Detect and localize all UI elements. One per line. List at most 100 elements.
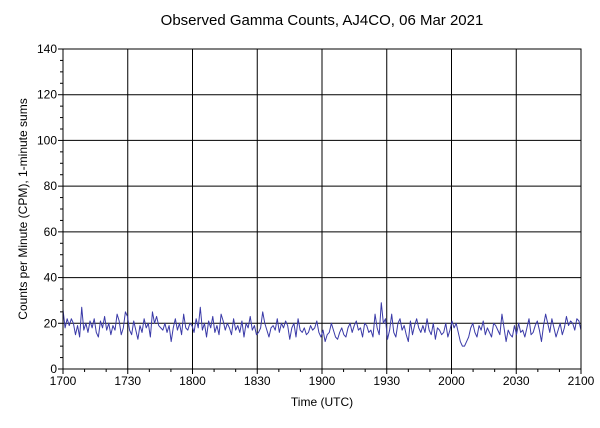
data-point xyxy=(568,325,569,326)
data-point xyxy=(71,318,72,319)
data-point xyxy=(416,318,417,319)
chart-title: Observed Gamma Counts, AJ4CO, 06 Mar 202… xyxy=(161,12,484,29)
data-point xyxy=(231,334,232,335)
data-point xyxy=(210,327,211,328)
data-point xyxy=(462,346,463,347)
data-point xyxy=(433,323,434,324)
data-point xyxy=(520,332,521,333)
data-point xyxy=(512,336,513,337)
data-point xyxy=(389,330,390,331)
data-point xyxy=(225,330,226,331)
data-point xyxy=(281,323,282,324)
data-point xyxy=(100,320,101,321)
data-point xyxy=(254,325,255,326)
data-point xyxy=(451,320,452,321)
data-point xyxy=(474,332,475,333)
data-point xyxy=(522,330,523,331)
data-point xyxy=(345,336,346,337)
data-point xyxy=(533,332,534,333)
data-point xyxy=(483,320,484,321)
data-point xyxy=(179,323,180,324)
data-point xyxy=(545,314,546,315)
data-point xyxy=(169,325,170,326)
data-point xyxy=(362,336,363,337)
data-point xyxy=(135,330,136,331)
data-point xyxy=(493,323,494,324)
data-point xyxy=(343,334,344,335)
data-point xyxy=(331,323,332,324)
data-point xyxy=(381,302,382,303)
data-point xyxy=(464,346,465,347)
data-point xyxy=(189,323,190,324)
data-point xyxy=(468,336,469,337)
data-point xyxy=(248,327,249,328)
data-point xyxy=(320,336,321,337)
data-point xyxy=(426,318,427,319)
data-point xyxy=(514,325,515,326)
data-point xyxy=(429,330,430,331)
data-point xyxy=(146,327,147,328)
data-point xyxy=(460,341,461,342)
data-point xyxy=(495,325,496,326)
data-point xyxy=(144,318,145,319)
data-point xyxy=(347,327,348,328)
data-point xyxy=(458,332,459,333)
data-point xyxy=(69,325,70,326)
data-point xyxy=(114,330,115,331)
data-point xyxy=(175,318,176,319)
data-point xyxy=(524,336,525,337)
data-point xyxy=(489,332,490,333)
data-point xyxy=(196,318,197,319)
data-point xyxy=(566,316,567,317)
x-tick-label: 2000 xyxy=(438,374,465,388)
plot-frame xyxy=(62,48,582,370)
data-point xyxy=(404,325,405,326)
data-point xyxy=(420,332,421,333)
x-axis-ticks: 1700 1730 1800 1830 1900 1930 2000 2030 2100 xyxy=(50,369,595,388)
data-point xyxy=(553,327,554,328)
data-point xyxy=(264,323,265,324)
data-point xyxy=(218,334,219,335)
data-point xyxy=(322,330,323,331)
data-point xyxy=(414,325,415,326)
data-point xyxy=(227,323,228,324)
data-point xyxy=(297,318,298,319)
data-point xyxy=(352,332,353,333)
data-point xyxy=(360,327,361,328)
data-point xyxy=(83,330,84,331)
data-point xyxy=(102,327,103,328)
data-point xyxy=(212,316,213,317)
data-point xyxy=(441,334,442,335)
data-point xyxy=(162,330,163,331)
data-point xyxy=(339,332,340,333)
data-point xyxy=(131,334,132,335)
data-point xyxy=(154,323,155,324)
data-point xyxy=(443,332,444,333)
data-point xyxy=(558,330,559,331)
y-tick-label: 80 xyxy=(44,179,58,193)
data-point xyxy=(393,332,394,333)
data-point xyxy=(491,336,492,337)
data-point xyxy=(574,330,575,331)
data-point xyxy=(187,330,188,331)
data-point xyxy=(123,327,124,328)
data-point xyxy=(472,323,473,324)
data-point xyxy=(318,332,319,333)
data-point xyxy=(549,332,550,333)
data-point xyxy=(287,325,288,326)
data-point xyxy=(358,330,359,331)
data-point xyxy=(164,323,165,324)
data-point xyxy=(476,336,477,337)
data-point xyxy=(449,330,450,331)
y-tick-label: 100 xyxy=(37,133,57,147)
data-point xyxy=(239,332,240,333)
x-tick-label: 1800 xyxy=(179,374,206,388)
data-point xyxy=(96,332,97,333)
data-point xyxy=(395,336,396,337)
data-point xyxy=(508,330,509,331)
data-point xyxy=(273,325,274,326)
data-point xyxy=(98,336,99,337)
data-point xyxy=(572,323,573,324)
data-point xyxy=(112,325,113,326)
